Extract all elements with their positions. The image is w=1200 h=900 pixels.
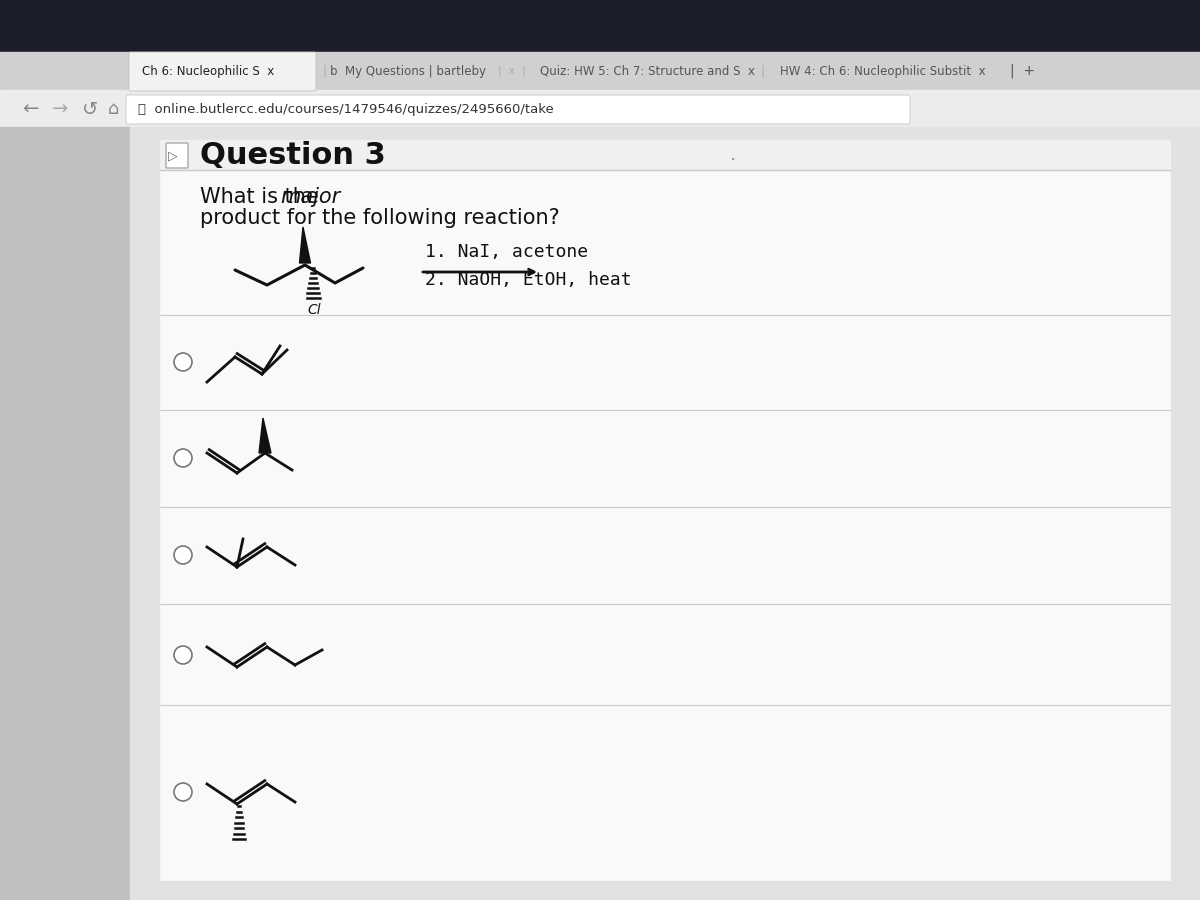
Text: 🔒  online.butlercc.edu/courses/1479546/quizzes/2495660/take: 🔒 online.butlercc.edu/courses/1479546/qu… bbox=[138, 104, 553, 116]
Bar bbox=[130, 127, 1200, 900]
Bar bbox=[0, 127, 130, 900]
Bar bbox=[160, 140, 1170, 170]
Bar bbox=[0, 90, 1200, 127]
Bar bbox=[0, 52, 1200, 90]
Text: major: major bbox=[280, 187, 341, 207]
Polygon shape bbox=[300, 227, 311, 263]
Circle shape bbox=[174, 646, 192, 664]
Text: Ch 6: Nucleophilic S  x: Ch 6: Nucleophilic S x bbox=[142, 65, 275, 77]
Text: |: | bbox=[760, 65, 764, 77]
Text: 2. NaOH, EtOH, heat: 2. NaOH, EtOH, heat bbox=[425, 271, 631, 289]
Circle shape bbox=[174, 783, 192, 801]
FancyBboxPatch shape bbox=[166, 143, 188, 168]
Circle shape bbox=[174, 546, 192, 564]
Polygon shape bbox=[259, 418, 271, 453]
FancyBboxPatch shape bbox=[126, 95, 910, 124]
FancyBboxPatch shape bbox=[130, 52, 316, 91]
Text: b  My Questions | bartleby: b My Questions | bartleby bbox=[330, 65, 486, 77]
Text: product for the following reaction?: product for the following reaction? bbox=[200, 208, 559, 228]
Text: ⌂: ⌂ bbox=[108, 100, 119, 118]
Text: Quiz: HW 5: Ch 7: Structure and S  x: Quiz: HW 5: Ch 7: Structure and S x bbox=[540, 65, 755, 77]
Text: |  +: | + bbox=[1010, 64, 1034, 78]
Text: ↺: ↺ bbox=[82, 100, 98, 119]
Text: |: | bbox=[322, 65, 326, 77]
Text: HW 4: Ch 6: Nucleophilic Substit  x: HW 4: Ch 6: Nucleophilic Substit x bbox=[780, 65, 985, 77]
Text: Cl: Cl bbox=[307, 303, 320, 317]
Circle shape bbox=[174, 449, 192, 467]
Text: ←: ← bbox=[22, 100, 38, 119]
Text: What is the: What is the bbox=[200, 187, 325, 207]
Bar bbox=[160, 140, 1170, 880]
Text: Question 3: Question 3 bbox=[200, 140, 385, 169]
Text: →: → bbox=[52, 100, 68, 119]
Bar bbox=[0, 0, 1200, 52]
Text: 1. NaI, acetone: 1. NaI, acetone bbox=[425, 243, 588, 261]
Text: ▷: ▷ bbox=[168, 149, 178, 163]
Text: .: . bbox=[730, 146, 737, 165]
Text: |  x  |: | x | bbox=[498, 66, 526, 77]
Circle shape bbox=[174, 353, 192, 371]
